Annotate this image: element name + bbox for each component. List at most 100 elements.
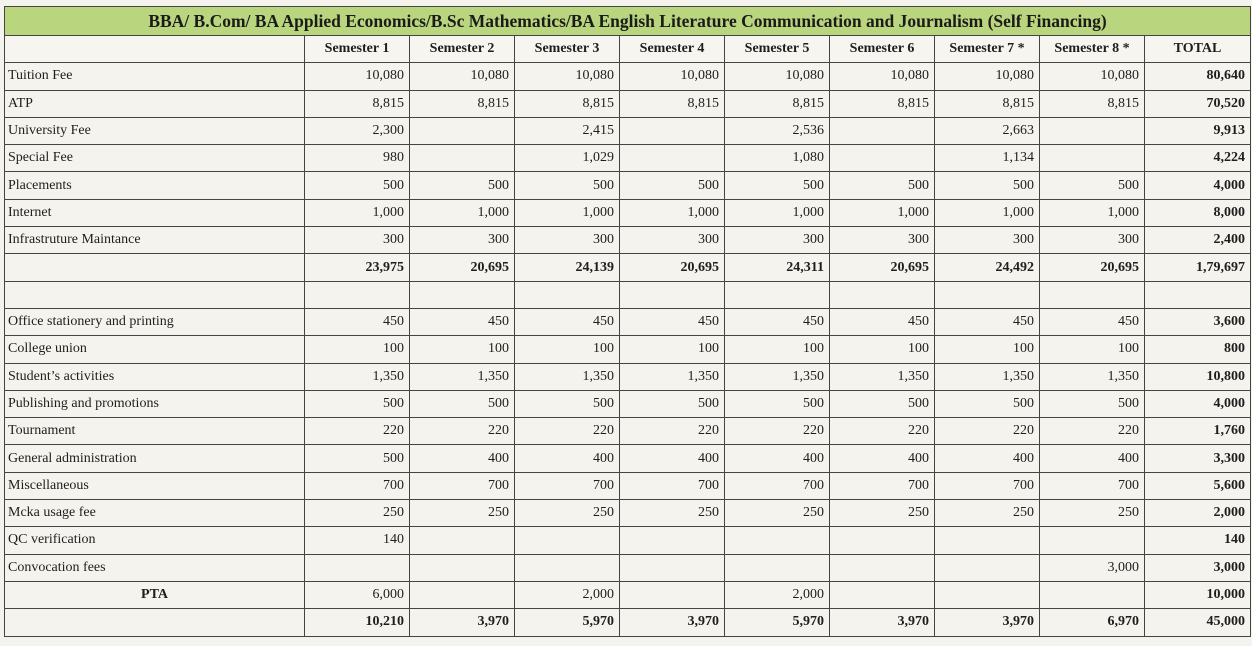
semester-3-cell: 2,000 [514,580,620,610]
semester-5-cell: 1,350 [724,362,830,391]
row-label [4,253,305,282]
semester-8-cell: 6,970 [1039,608,1145,637]
semester-5-cell [724,280,830,309]
semester-3-cell: 500 [514,389,620,419]
semester-2-cell: 700 [409,471,515,501]
semester-3-cell: 300 [514,226,620,255]
total-cell: 80,640 [1144,62,1251,91]
semester-8-cell: 500 [1039,171,1145,200]
semester-7-cell [934,526,1040,555]
semester-7-cell: 1,350 [934,362,1040,391]
semester-5-cell: 10,080 [724,62,830,91]
semester-1-cell: 23,975 [304,253,410,282]
semester-5-cell: 2,000 [724,580,830,610]
semester-1-cell: 450 [304,307,410,337]
semester-5-cell: 2,536 [724,116,830,146]
semester-1-cell: 8,815 [304,89,410,118]
header-cell: Semester 7 * [934,34,1040,64]
semester-4-cell: 300 [619,226,725,255]
semester-6-cell: 20,695 [829,253,935,282]
table-row: Placements 500 500 500 500 500 500 500 500 4,000 [4,171,1251,200]
semester-1-cell [304,280,410,309]
semester-1-cell: 10,210 [304,608,410,637]
table-row: QC verification 140 140 [4,526,1251,555]
header-cell: Semester 8 * [1039,34,1145,64]
semester-3-cell: 5,970 [514,608,620,637]
fee-structure-sheet: BBA/ B.Com/ BA Applied Economics/B.Sc Ma… [4,6,1251,637]
row-label: Mcka usage fee [4,499,305,528]
semester-3-cell [514,553,620,582]
semester-6-cell [829,580,935,610]
semester-3-cell [514,280,620,309]
semester-7-cell: 24,492 [934,253,1040,282]
semester-8-cell: 500 [1039,389,1145,419]
header-cell: Semester 4 [619,34,725,64]
semester-8-cell: 300 [1039,226,1145,255]
semester-5-cell: 450 [724,307,830,337]
total-cell: 2,000 [1144,499,1251,528]
table-row: General administration 500 400 400 400 400 400… [4,444,1251,473]
table-row: Student’s activities 1,350 1,350 1,350 1,350… [4,362,1251,391]
total-cell [1144,280,1251,309]
semester-3-cell: 2,415 [514,116,620,146]
row-label [4,280,305,309]
row-label: Publishing and promotions [4,389,305,419]
semester-1-cell: 220 [304,417,410,446]
semester-7-cell: 2,663 [934,116,1040,146]
header-cell: Semester 2 [409,34,515,64]
row-label: Placements [4,171,305,200]
semester-6-cell: 500 [829,389,935,419]
semester-7-cell: 500 [934,171,1040,200]
header-cell: Semester 1 [304,34,410,64]
semester-8-cell: 20,695 [1039,253,1145,282]
semester-8-cell: 1,000 [1039,198,1145,228]
semester-1-cell: 300 [304,226,410,255]
semester-3-cell: 8,815 [514,89,620,118]
semester-2-cell: 220 [409,417,515,446]
semester-6-cell: 220 [829,417,935,446]
semester-2-cell: 8,815 [409,89,515,118]
semester-3-cell: 10,080 [514,62,620,91]
header-row: Semester 1 Semester 2 Semester 3 Semeste… [4,34,1251,64]
table-row: Mcka usage fee 250 250 250 250 250 250 250 250 2,… [4,499,1251,528]
semester-5-cell: 400 [724,444,830,473]
semester-4-cell: 500 [619,389,725,419]
table-row: Internet 1,000 1,000 1,000 1,000 1,000 1,000 1,… [4,198,1251,228]
semester-2-cell: 450 [409,307,515,337]
title-row: BBA/ B.Com/ BA Applied Economics/B.Sc Ma… [4,6,1251,36]
semester-5-cell: 500 [724,171,830,200]
total-cell: 3,300 [1144,444,1251,473]
semester-7-cell: 400 [934,444,1040,473]
table-row: Tournament 220 220 220 220 220 220 220 220 1,760 [4,417,1251,446]
semester-6-cell [829,280,935,309]
total-cell: 140 [1144,526,1251,555]
semester-6-cell: 1,350 [829,362,935,391]
semester-5-cell: 500 [724,389,830,419]
semester-8-cell [1039,144,1145,173]
semester-4-cell: 400 [619,444,725,473]
semester-8-cell: 8,815 [1039,89,1145,118]
semester-5-cell [724,526,830,555]
semester-3-cell: 24,139 [514,253,620,282]
semester-1-cell: 6,000 [304,580,410,610]
row-label: Infrastruture Maintance [4,226,305,255]
semester-2-cell: 3,970 [409,608,515,637]
semester-2-cell: 400 [409,444,515,473]
table-row: Miscellaneous 700 700 700 700 700 700 700 700 5,6… [4,471,1251,501]
semester-3-cell: 250 [514,499,620,528]
semester-4-cell: 500 [619,171,725,200]
semester-4-cell [619,116,725,146]
semester-2-cell: 300 [409,226,515,255]
semester-1-cell: 1,000 [304,198,410,228]
semester-1-cell [304,553,410,582]
row-label: Miscellaneous [4,471,305,501]
semester-2-cell [409,526,515,555]
total-cell: 10,000 [1144,580,1251,610]
semester-5-cell [724,553,830,582]
table-row: University Fee 2,300 2,415 2,536 2,663 9,913 [4,116,1251,146]
semester-2-cell: 100 [409,335,515,364]
semester-6-cell: 500 [829,171,935,200]
semester-6-cell: 3,970 [829,608,935,637]
semester-1-cell: 700 [304,471,410,501]
semester-2-cell: 1,000 [409,198,515,228]
